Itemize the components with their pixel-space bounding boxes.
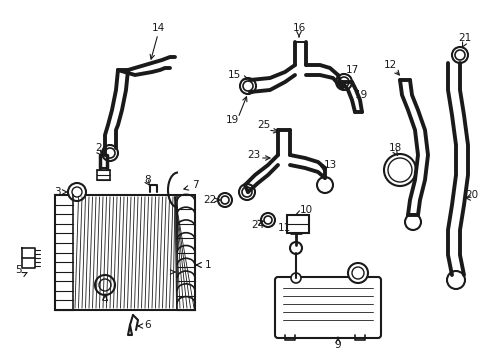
FancyBboxPatch shape	[274, 277, 380, 338]
Text: 14: 14	[151, 23, 164, 33]
Text: 16: 16	[292, 23, 305, 33]
Ellipse shape	[72, 187, 82, 197]
Ellipse shape	[289, 242, 302, 254]
Ellipse shape	[451, 47, 467, 63]
Text: 21: 21	[457, 33, 470, 43]
Ellipse shape	[242, 187, 251, 197]
Text: 22: 22	[203, 195, 216, 205]
Ellipse shape	[221, 196, 228, 204]
Ellipse shape	[338, 77, 348, 87]
Text: 4: 4	[102, 295, 108, 305]
Ellipse shape	[264, 216, 271, 224]
Ellipse shape	[243, 81, 252, 91]
Text: 13: 13	[323, 160, 336, 170]
Ellipse shape	[446, 271, 464, 289]
Text: 25: 25	[257, 120, 270, 130]
Ellipse shape	[99, 279, 111, 291]
Bar	[286, 215, 308, 233]
Text: 19: 19	[354, 90, 367, 100]
Ellipse shape	[383, 154, 415, 186]
Ellipse shape	[95, 275, 115, 295]
Ellipse shape	[102, 145, 118, 161]
Ellipse shape	[68, 183, 86, 201]
Ellipse shape	[218, 193, 231, 207]
Text: 15: 15	[227, 70, 240, 80]
Ellipse shape	[105, 148, 115, 158]
Ellipse shape	[240, 78, 256, 94]
Ellipse shape	[454, 50, 464, 60]
Bar	[55, 195, 195, 310]
Ellipse shape	[239, 184, 254, 200]
Ellipse shape	[261, 213, 274, 227]
Text: 7: 7	[191, 180, 198, 190]
Text: 5: 5	[15, 265, 21, 275]
Text: 6: 6	[144, 320, 151, 330]
Text: 11: 11	[277, 223, 290, 233]
Ellipse shape	[404, 214, 420, 230]
Text: 23: 23	[247, 150, 260, 160]
Ellipse shape	[387, 158, 411, 182]
Ellipse shape	[316, 177, 332, 193]
Ellipse shape	[347, 263, 367, 283]
Ellipse shape	[335, 74, 351, 90]
Text: 24: 24	[251, 220, 264, 230]
Text: 19: 19	[225, 115, 238, 125]
Text: 20: 20	[465, 190, 478, 200]
Text: 9: 9	[334, 340, 341, 350]
Text: 12: 12	[383, 60, 396, 70]
Text: 17: 17	[345, 65, 358, 75]
Ellipse shape	[290, 273, 301, 283]
Text: 1: 1	[204, 260, 211, 270]
Ellipse shape	[351, 267, 363, 279]
Text: 18: 18	[387, 143, 401, 153]
Text: 10: 10	[299, 205, 312, 215]
Text: 2: 2	[96, 143, 102, 153]
Text: 8: 8	[144, 175, 151, 185]
Text: 3: 3	[54, 187, 60, 197]
